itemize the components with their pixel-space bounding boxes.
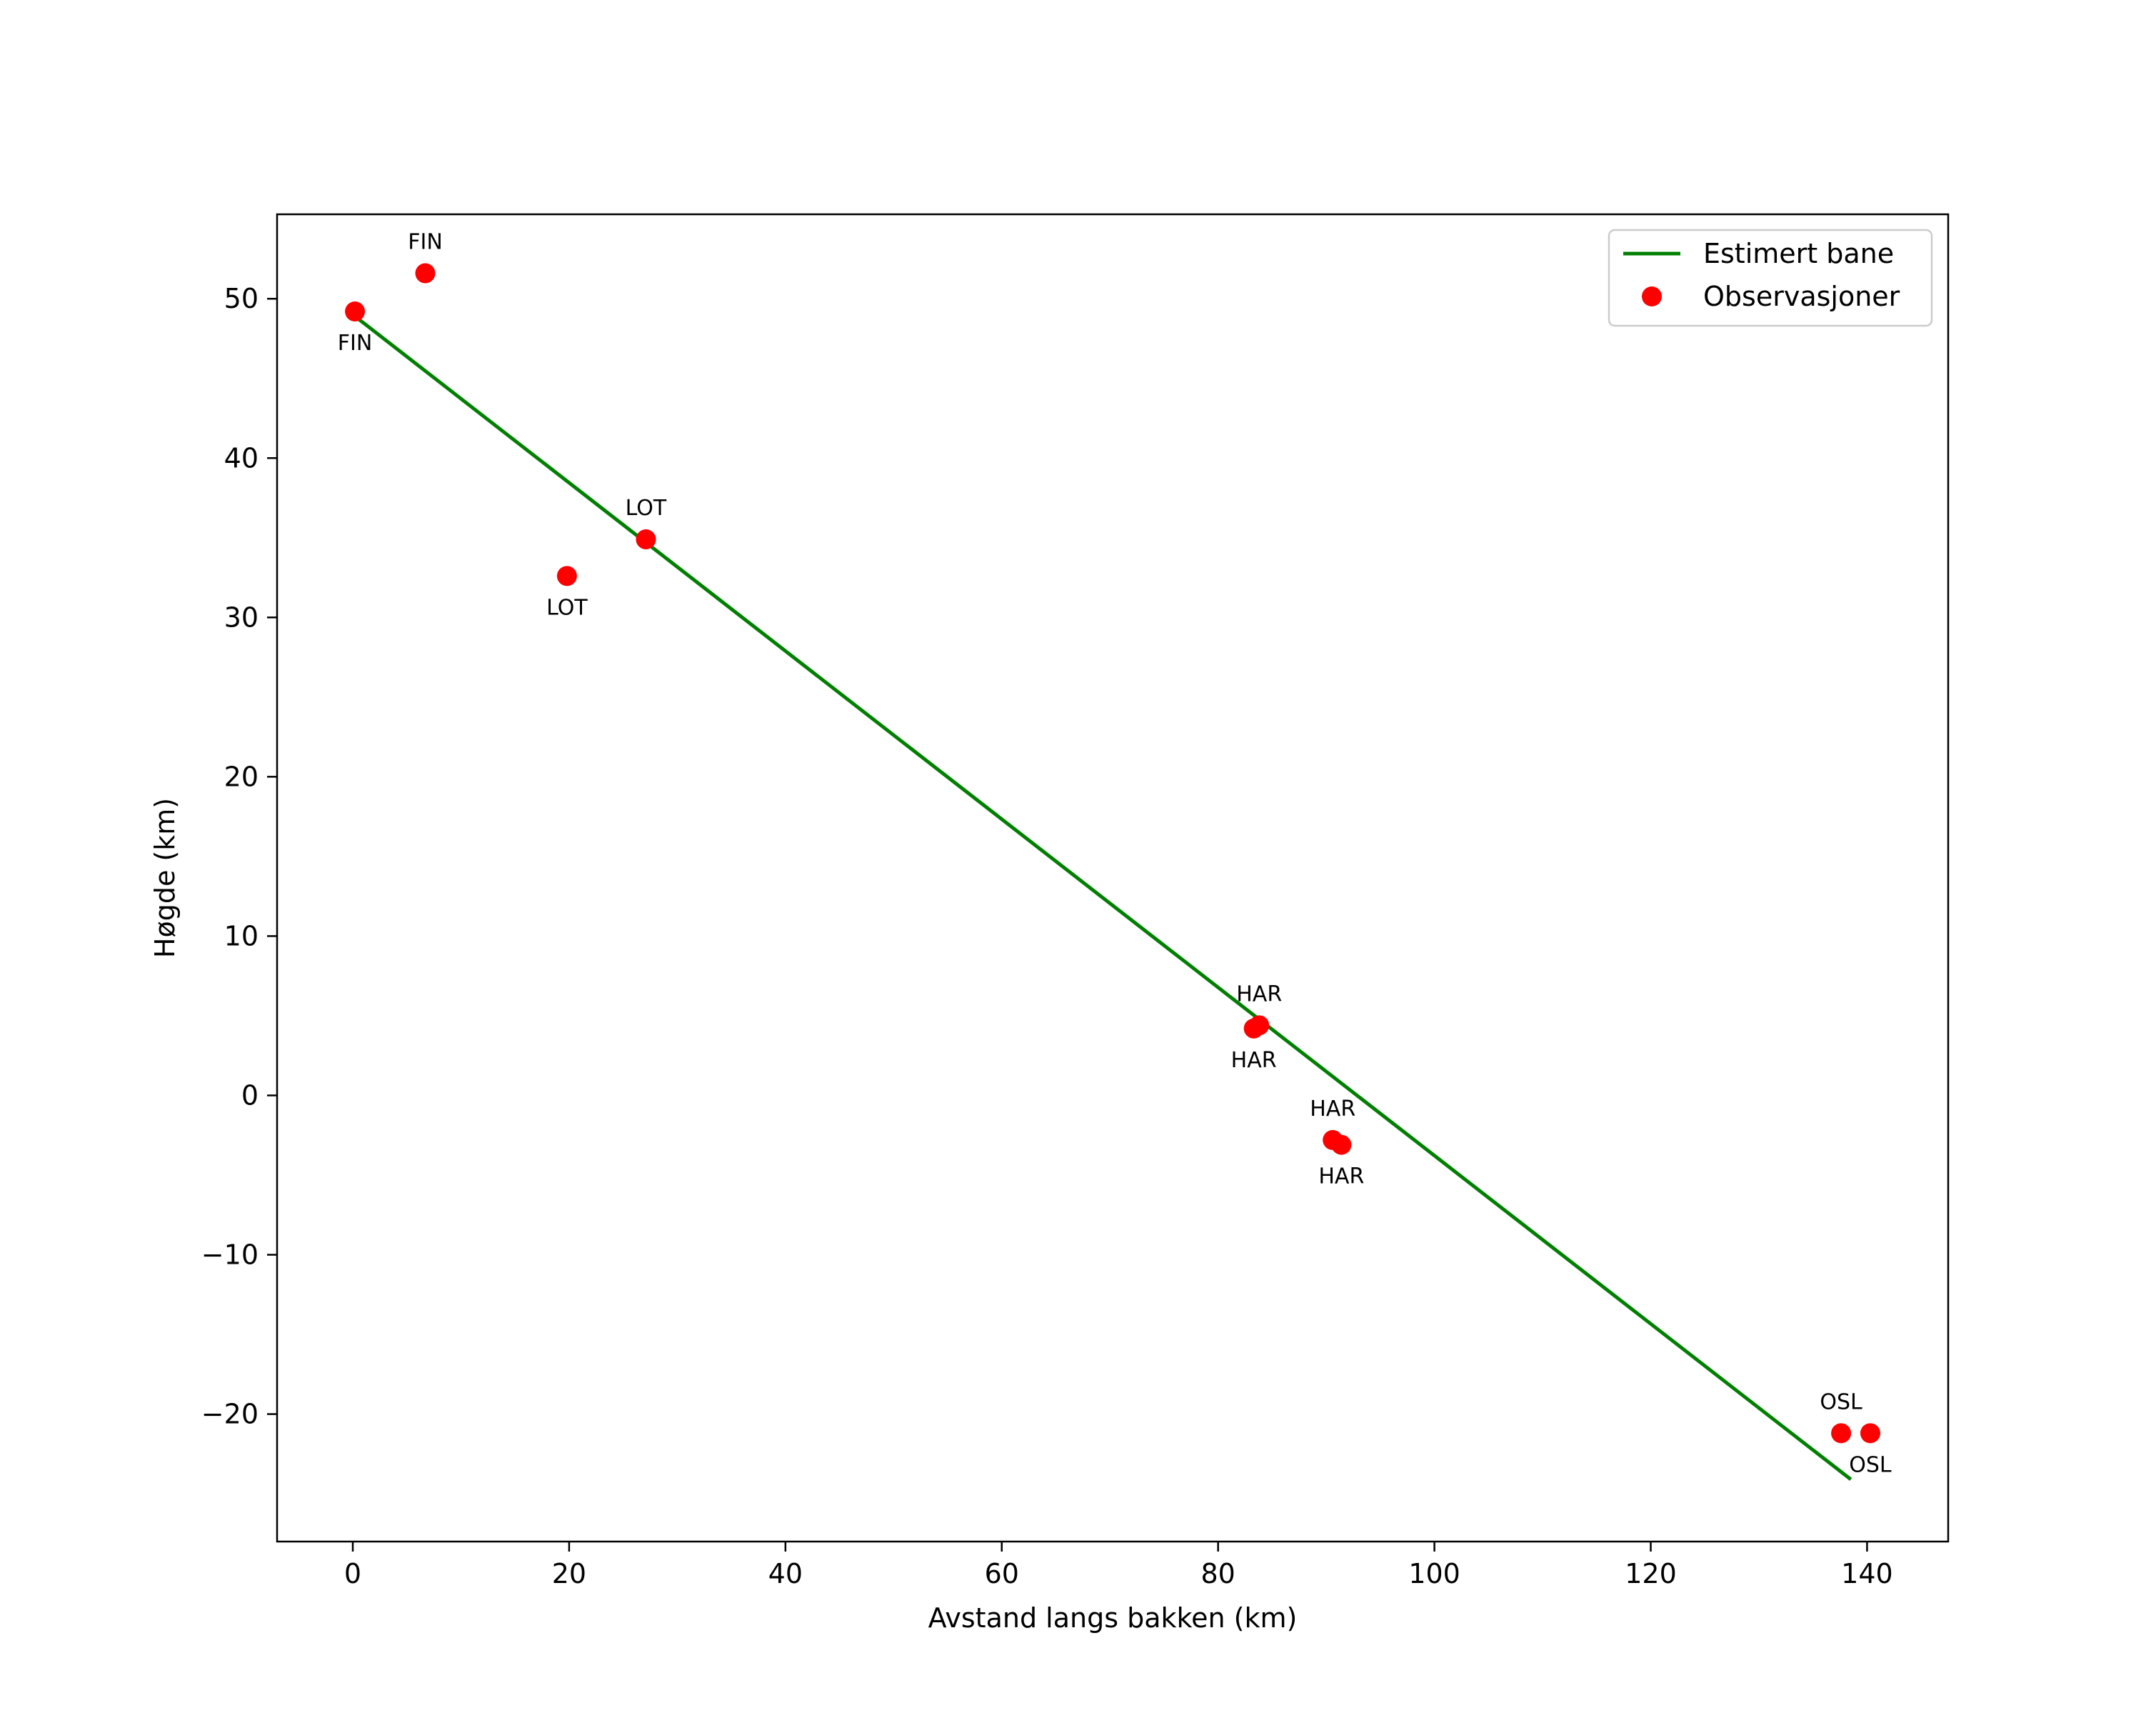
y-tick-label: 0 (241, 1079, 259, 1111)
x-tick-label: 140 (1841, 1558, 1893, 1589)
legend-entry-observasjoner: Observasjoner (1703, 281, 1900, 312)
y-axis: 50 40 30 20 10 0 −10 −20 (201, 283, 277, 1430)
y-tick-label: 40 (224, 442, 259, 474)
legend-entry-estimert-bane: Estimert bane (1703, 238, 1894, 269)
observation-label: FIN (408, 230, 443, 255)
x-axis-label: Avstand langs bakken (km) (928, 1602, 1298, 1634)
legend-box (1608, 229, 1933, 327)
x-tick-label: 80 (1200, 1558, 1235, 1589)
legend: Estimert bane Observasjoner (1608, 229, 1933, 327)
x-tick-label: 40 (768, 1558, 803, 1589)
observation-label: FIN (338, 331, 373, 356)
observation-point (636, 529, 656, 550)
observation-label: HAR (1318, 1164, 1364, 1189)
y-tick-label: 30 (224, 601, 259, 633)
x-tick-label: 60 (985, 1558, 1019, 1589)
y-tick-label: 20 (224, 761, 259, 792)
y-tick-label: −10 (201, 1239, 259, 1271)
x-tick-label: 100 (1408, 1558, 1460, 1589)
observation-label: LOT (546, 595, 588, 620)
observation-point (415, 263, 436, 284)
plot-area (345, 263, 1880, 1481)
observation-label: OSL (1820, 1389, 1862, 1414)
y-tick-label: −20 (201, 1399, 259, 1430)
x-tick-label: 0 (344, 1558, 361, 1589)
observation-label: HAR (1310, 1097, 1355, 1122)
y-tick-label: 10 (224, 920, 259, 952)
observation-point (1860, 1423, 1880, 1444)
x-tick-label: 120 (1625, 1558, 1677, 1589)
y-axis-label: Høgde (km) (149, 798, 181, 958)
estimated-trajectory-line (354, 314, 1852, 1481)
observation-label: HAR (1231, 1048, 1277, 1073)
point-labels: FIN FIN LOT LOT HAR HAR HAR HAR OSL OSL (338, 230, 1892, 1478)
x-tick-label: 20 (552, 1558, 586, 1589)
legend-point-swatch (1642, 286, 1662, 306)
plot-frame (276, 213, 1950, 1543)
observation-label: OSL (1849, 1452, 1892, 1477)
observation-point (1331, 1134, 1352, 1155)
y-tick-label: 50 (224, 283, 259, 314)
observation-point (1249, 1015, 1270, 1036)
x-axis: 0 20 40 60 80 100 120 140 (344, 1542, 1893, 1589)
observation-point (345, 301, 366, 322)
observation-label: HAR (1236, 982, 1282, 1007)
observation-point (556, 566, 577, 586)
observation-label: LOT (626, 496, 667, 521)
observation-point (1831, 1423, 1852, 1444)
